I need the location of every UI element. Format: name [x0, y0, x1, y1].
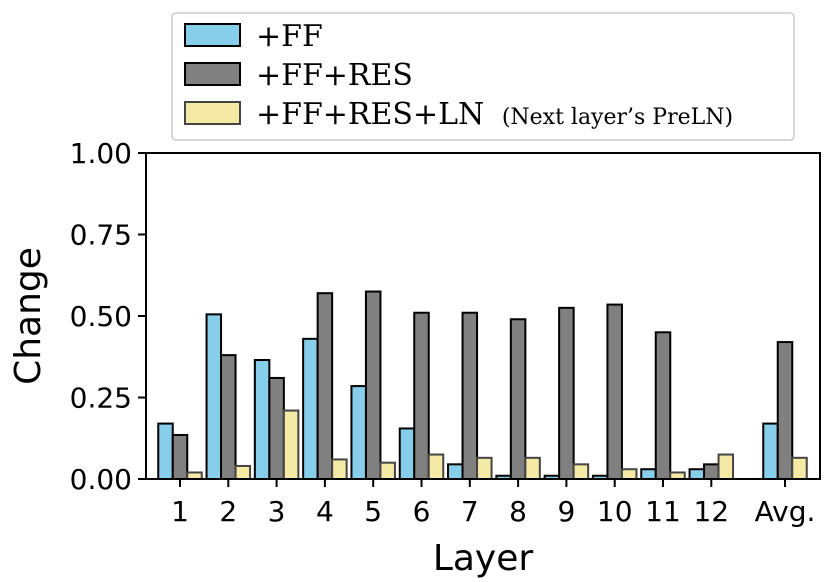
- x-tick-label: 12: [693, 495, 729, 528]
- bar-series-1-4: [302, 337, 319, 480]
- y-axis-title: Change: [8, 247, 49, 385]
- bar-series-2-4: [316, 292, 334, 480]
- bar-series-2-1: [171, 433, 189, 480]
- bar-series-2-11: [654, 331, 672, 480]
- bar-series-3-10: [620, 468, 638, 481]
- bar-series-1-7: [447, 463, 464, 480]
- legend-swatch-ff: [184, 23, 241, 47]
- bar-series-3-2: [234, 464, 252, 480]
- legend-frame: [171, 12, 795, 141]
- x-axis-title: Layer: [433, 538, 534, 579]
- bar-series-2-Avg: [776, 341, 794, 480]
- x-tick-label: 8: [509, 495, 527, 528]
- bar-series-2-2: [220, 354, 237, 480]
- plot-frame: [145, 152, 821, 480]
- legend-label-ff-res-ln: +FF+RES+LN (Next layer’s PreLN): [256, 97, 733, 132]
- y-tick-label: 1.00: [70, 137, 132, 170]
- bar-series-2-6: [413, 311, 430, 480]
- legend-swatch-ff-res-ln: [184, 101, 241, 125]
- bar-series-3-8: [524, 456, 541, 480]
- bar-series-1-11: [640, 468, 657, 481]
- x-tick-label: 3: [268, 495, 286, 528]
- x-tick-label: 9: [557, 495, 575, 528]
- bar-series-3-Avg: [791, 456, 808, 480]
- x-tick-label: 6: [413, 495, 431, 528]
- legend-label-ff-res-ln-note: (Next layer’s PreLN): [502, 105, 733, 130]
- bar-series-1-5: [350, 385, 367, 480]
- bar-series-3-7: [476, 456, 493, 480]
- bar-series-1-12: [688, 468, 706, 481]
- x-tick-label: 10: [597, 495, 633, 528]
- bar-series-3-4: [331, 458, 348, 481]
- bar-series-1-2: [205, 313, 223, 480]
- bar-series-3-6: [427, 453, 445, 480]
- y-tick-label: 0.25: [70, 382, 132, 415]
- bar-series-2-8: [509, 318, 527, 481]
- bar-series-1-3: [253, 359, 271, 481]
- y-axis-ticks: 0.00 0.25 0.50 0.75 1.00: [70, 137, 146, 496]
- bar-series-1-1: [157, 422, 174, 480]
- x-tick-label: 7: [461, 495, 479, 528]
- bar-series-1-6: [398, 427, 416, 480]
- y-tick-label: 0.75: [70, 219, 132, 252]
- bar-series-3-9: [572, 463, 590, 480]
- x-tick-label: 2: [219, 495, 237, 528]
- legend: +FF +FF+RES +FF+RES+LN (Next layer’s Pre…: [171, 12, 795, 141]
- bar-series-2-9: [558, 306, 575, 480]
- legend-label-ff-res-ln-main: +FF+RES+LN: [256, 97, 484, 132]
- y-tick-label: 0.50: [70, 300, 132, 333]
- x-tick-label: 11: [645, 495, 681, 528]
- bar-series-3-3: [282, 409, 300, 481]
- legend-label-ff-res: +FF+RES: [256, 58, 413, 93]
- bar-series-2-3: [268, 376, 285, 480]
- x-tick-label: 5: [364, 495, 382, 528]
- x-tick-label: Avg.: [755, 495, 816, 528]
- legend-swatch-ff-res: [184, 62, 241, 86]
- bar-series-2-5: [364, 290, 382, 480]
- bars: [157, 290, 808, 481]
- x-tick-label: 1: [171, 495, 189, 528]
- bar-series-2-12: [703, 463, 720, 480]
- bar-series-2-7: [461, 311, 479, 480]
- bar-series-3-5: [379, 461, 396, 481]
- x-tick-label: 4: [316, 495, 334, 528]
- bar-series-2-10: [606, 303, 623, 480]
- bar-series-3-12: [717, 453, 735, 480]
- x-axis-ticks: 1 2 3 4 5 6 7 8 9 10 11 12 Avg.: [171, 479, 815, 528]
- y-tick-label: 0.00: [70, 463, 132, 496]
- bar-series-1-Avg: [762, 422, 779, 480]
- legend-label-ff: +FF: [256, 19, 323, 54]
